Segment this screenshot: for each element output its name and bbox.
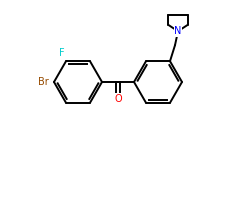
- Text: N: N: [174, 26, 182, 36]
- Text: Br: Br: [38, 77, 48, 87]
- Text: O: O: [114, 94, 122, 104]
- Text: F: F: [59, 48, 64, 58]
